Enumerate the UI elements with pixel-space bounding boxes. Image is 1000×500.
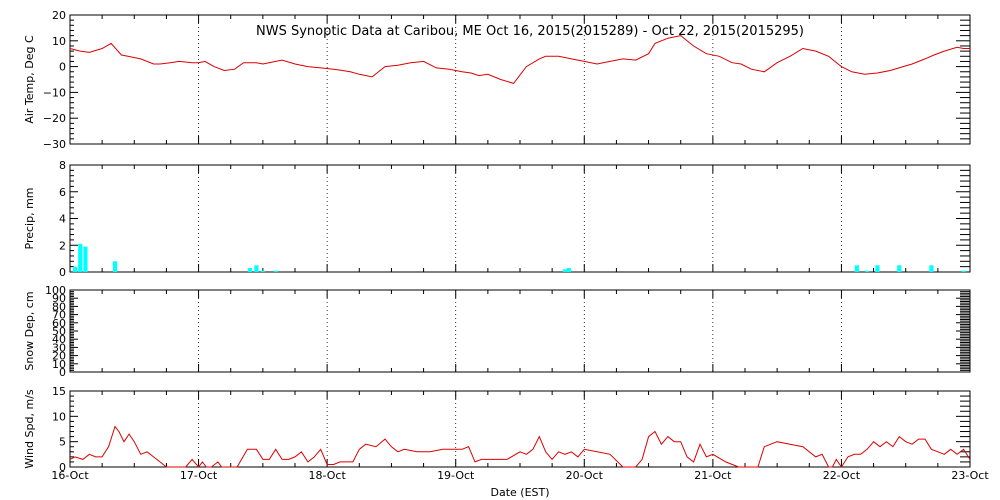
y-axis-title: Air Temp, Deg C [23, 35, 36, 124]
y-axis-title: Precip, mm [23, 188, 36, 250]
precip-bar [929, 265, 934, 272]
x-tick-label: 20-Oct [566, 469, 604, 482]
y-tick-label: 10 [52, 358, 66, 371]
precip-bar [854, 265, 859, 272]
precip-bar [566, 267, 571, 272]
y-tick-label: 60 [52, 317, 66, 330]
y-tick-label: 2 [59, 239, 66, 252]
y-tick-label: 15 [52, 385, 66, 398]
x-tick-label: 23-Oct [951, 469, 989, 482]
precip-bar [273, 270, 278, 272]
series-line [69, 425, 971, 468]
y-tick-label: −20 [43, 112, 66, 125]
precip-bar [897, 265, 902, 272]
panel-frame [69, 390, 971, 468]
x-axis-title: Date (EST) [490, 486, 549, 499]
y-tick-label: 100 [45, 284, 66, 297]
panel-4: 0 5 10 15 Wind Spd, m/s [23, 385, 971, 474]
panel-1: −30 −20 −10 0 10 20 Air Temp, Deg C [23, 9, 971, 151]
y-tick-label: 10 [52, 35, 66, 48]
y-tick-label: 4 [59, 213, 66, 226]
y-tick-label: 5 [59, 436, 66, 449]
panel-frame [69, 164, 971, 273]
y-tick-label: −30 [43, 138, 66, 151]
chart-title: NWS Synoptic Data at Caribou, ME Oct 16,… [256, 24, 804, 39]
y-tick-label: 80 [52, 300, 66, 313]
panel-2: 0 2 4 6 8 Precip, mm [23, 159, 971, 279]
x-tick-label: 22-Oct [823, 469, 861, 482]
precip-bar [247, 267, 253, 272]
y-tick-label: 10 [52, 410, 66, 423]
precip-bar [562, 269, 568, 272]
y-tick-label: 20 [52, 9, 66, 22]
y-tick-label: 0 [59, 366, 66, 379]
x-tick-label: 17-Oct [180, 469, 218, 482]
precip-bar [83, 246, 88, 272]
precip-bar [112, 261, 118, 272]
y-tick-label: 0 [59, 461, 66, 474]
y-tick-label: 90 [52, 292, 66, 305]
y-tick-label: 20 [52, 350, 66, 363]
precip-bar [875, 265, 880, 272]
x-tick-label: 18-Oct [308, 469, 346, 482]
y-axis-title: Snow Dep, cm [23, 291, 36, 370]
precip-bar [78, 243, 83, 272]
y-tick-label: 8 [59, 159, 66, 172]
precip-bar [961, 270, 966, 272]
y-tick-label: 70 [52, 309, 66, 322]
precip-bar [254, 265, 259, 272]
x-tick-label: 19-Oct [437, 469, 475, 482]
x-tick-label: 16-Oct [51, 469, 89, 482]
precip-bar [865, 270, 870, 272]
x-tick-label: 21-Oct [694, 469, 732, 482]
series-line [69, 35, 970, 84]
precip-bar [73, 266, 78, 272]
y-tick-label: 0 [59, 266, 66, 279]
precip-bar [260, 270, 265, 272]
y-tick-label: 40 [52, 333, 66, 346]
y-tick-label: 30 [52, 341, 66, 354]
y-tick-label: −10 [43, 86, 66, 99]
y-tick-label: 6 [59, 186, 66, 199]
y-axis-title: Wind Spd, m/s [23, 389, 36, 469]
y-tick-label: 50 [52, 325, 66, 338]
y-tick-label: 0 [59, 61, 66, 74]
panel-frame [69, 289, 971, 373]
